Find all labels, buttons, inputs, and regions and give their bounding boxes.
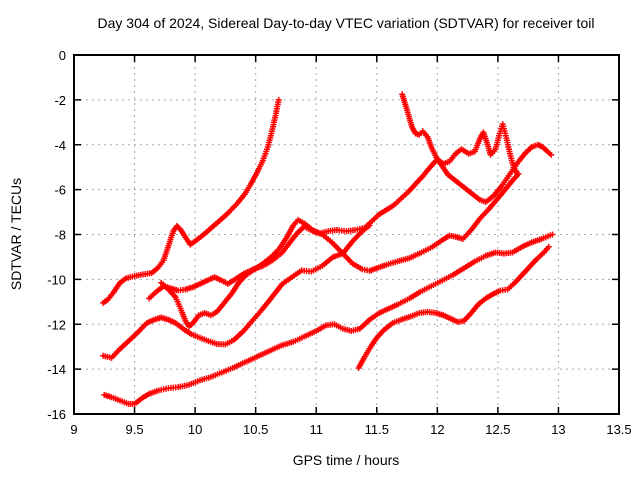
x-tick-label: 11.5 — [365, 422, 389, 437]
data-series-pass-2 — [158, 170, 522, 330]
y-tick-label: -2 — [54, 93, 66, 108]
y-tick-label: -14 — [47, 362, 66, 377]
x-tick-label: 13 — [551, 422, 565, 437]
y-axis-label: SDTVAR / TECUs — [8, 178, 24, 290]
x-tick-label: 9 — [70, 422, 77, 437]
y-tick-label: -10 — [47, 272, 66, 287]
data-series-pass-7 — [355, 243, 552, 371]
y-tick-label: 0 — [59, 48, 66, 63]
y-tick-label: -6 — [54, 183, 66, 198]
data-series-pass-1 — [100, 96, 282, 306]
y-tick-label: -4 — [54, 138, 66, 153]
x-axis-label: GPS time / hours — [293, 452, 400, 468]
data-series-pass-5 — [399, 91, 555, 205]
y-tick-label: -8 — [54, 228, 66, 243]
data-series-pass-6 — [101, 231, 556, 407]
x-tick-label: 12.5 — [485, 422, 510, 437]
y-tick-label: -16 — [47, 407, 66, 422]
data-series-pass-3 — [146, 121, 521, 302]
x-tick-label: 13.5 — [606, 422, 631, 437]
x-tick-label: 11 — [309, 422, 323, 437]
chart-title: Day 304 of 2024, Sidereal Day-to-day VTE… — [98, 15, 595, 31]
y-tick-label: -12 — [47, 317, 66, 332]
x-tick-label: 10.5 — [243, 422, 268, 437]
x-tick-label: 12 — [430, 422, 444, 437]
x-tick-label: 10 — [188, 422, 202, 437]
x-tick-label: 9.5 — [126, 422, 144, 437]
data-series-pass-4 — [100, 222, 373, 361]
